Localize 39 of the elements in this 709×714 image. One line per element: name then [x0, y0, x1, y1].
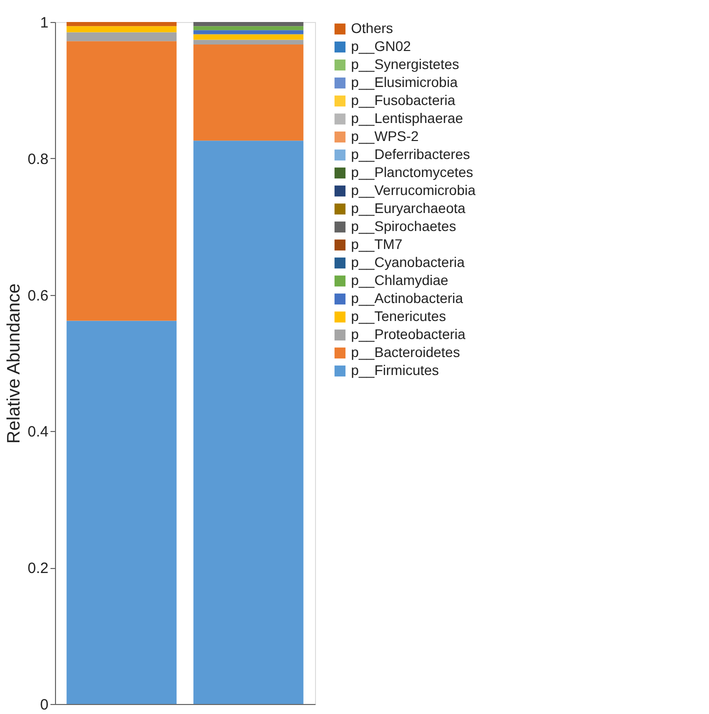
- legend-label: p__Synergistetes: [351, 56, 460, 72]
- y-tick-label: 0: [40, 696, 48, 714]
- legend-label: p__Deferribacteres: [351, 146, 470, 162]
- legend-label: Others: [351, 20, 394, 36]
- bar: [193, 40, 304, 45]
- y-axis-title: Relative Abundance: [4, 283, 24, 444]
- legend-label: p__TM7: [351, 236, 403, 252]
- legend-label: p__Verrucomicrobia: [351, 182, 476, 198]
- legend-label: p__Chlamydiae: [351, 272, 448, 288]
- bar: [66, 320, 177, 704]
- legend-label: p__Firmicutes: [351, 362, 439, 378]
- legend-label: p__Elusimicrobia: [351, 74, 458, 90]
- legend-label: p__Bacteroidetes: [351, 344, 460, 360]
- y-tick-label: 0.6: [28, 287, 48, 304]
- bar: [193, 26, 304, 30]
- legend-label: p__GN02: [351, 38, 412, 54]
- legend-label: p__Euryarchaeota: [351, 200, 466, 216]
- bar: [193, 44, 304, 141]
- legend-label: p__Tenericutes: [351, 308, 446, 324]
- bar: [66, 22, 177, 26]
- legend-label: p__Lentisphaerae: [351, 110, 464, 126]
- legend-label: p__Planctomycetes: [351, 164, 474, 180]
- legend-label: p__Cyanobacteria: [351, 254, 465, 270]
- legend-label: p__Spirochaetes: [351, 218, 456, 234]
- y-tick-label: 1: [40, 14, 48, 32]
- legend-label: p__Fusobacteria: [351, 92, 456, 108]
- y-tick-label: 0.8: [28, 150, 48, 168]
- bar: [66, 26, 177, 32]
- bar: [193, 22, 304, 26]
- y-tick-label: 0.4: [28, 424, 48, 441]
- bar: [66, 32, 177, 42]
- legend-label: p__Actinobacteria: [351, 290, 464, 306]
- bar: [193, 34, 304, 40]
- legend-label: p__WPS-2: [351, 128, 419, 144]
- y-tick-label: 0.2: [28, 560, 48, 578]
- bar: [193, 30, 304, 34]
- legend-label: p__Proteobacteria: [351, 326, 466, 342]
- bar: [66, 41, 177, 321]
- bar: [193, 140, 304, 704]
